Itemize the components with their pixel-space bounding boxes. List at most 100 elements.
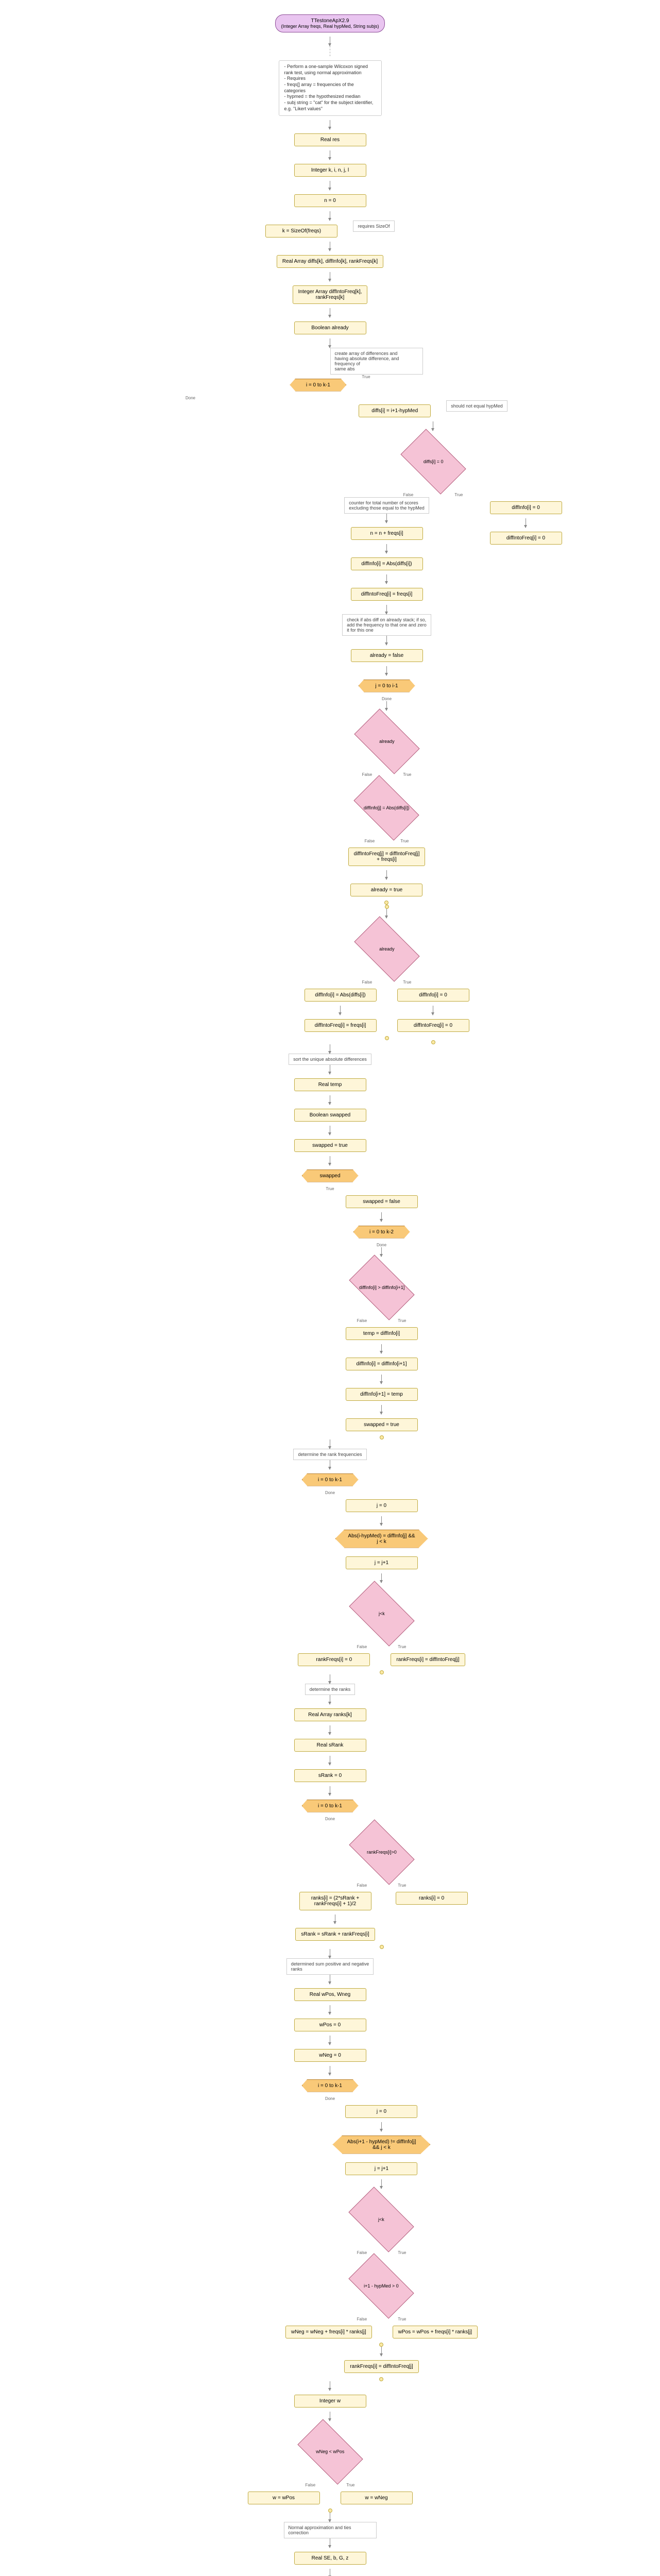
loop-6: i = 0 to k-1	[302, 2079, 359, 2092]
dec-rankfreq0: rankFreqs[i]>0	[349, 1819, 414, 1885]
while-swapped: swapped	[302, 1170, 359, 1182]
dec-abs-hyp: Abs(i-hypMed) = diffInfo[j] && j < k	[335, 1530, 428, 1548]
step-integer-w: Integer w	[294, 2395, 366, 2408]
loop-2: j = 0 to i-1	[359, 680, 415, 692]
step-srank-add: sRank = sRank + rankFreqs[i]	[295, 1928, 375, 1941]
note-rankfreq: determine the rank frequencies	[293, 1449, 366, 1460]
step-real-ranks: Real Array ranks[k]	[294, 1708, 366, 1721]
edge-true: True	[326, 1187, 334, 1191]
edge-false: False	[357, 1883, 367, 1888]
dec-wneg-wpos: wNeg < wPos	[297, 2419, 363, 2484]
step-temp: temp = diffInfo[i]	[346, 1327, 418, 1340]
step-real-srank: Real sRank	[294, 1739, 366, 1752]
edge-done: Done	[185, 396, 195, 400]
step-rankfreq-assign2: rankFreqs[i] = diffIntoFreq[j]	[344, 2360, 418, 2373]
start-title: TTestoneApX2.9	[281, 18, 379, 24]
step-boolean-already: Boolean already	[294, 321, 366, 334]
step-ranks0: ranks[i] = 0	[396, 1892, 468, 1905]
step-srank0: sRank = 0	[294, 1769, 366, 1782]
dec-abs2: Abs(i+1 - hypMed) != diffInfo[j] && j < …	[332, 2136, 430, 2154]
edge-true: True	[398, 1645, 406, 1649]
edge-true: True	[398, 2250, 406, 2255]
step-diffintofreq0: diffIntoFreq[i] = 0	[490, 532, 562, 545]
edge-true: True	[362, 375, 370, 379]
note-sort: sort the unique absolute differences	[289, 1054, 371, 1065]
loop-5: i = 0 to k-1	[302, 1800, 359, 1812]
edge-true: True	[346, 2483, 354, 2487]
edge-done: Done	[325, 1490, 335, 1495]
intro-row: - Perform a one-sample Wilcoxon signed r…	[279, 46, 382, 120]
note-stack: check if abs diff on already stack; if s…	[342, 614, 431, 636]
edge-false: False	[357, 2317, 367, 2321]
loop-4: i = 0 to k-1	[302, 1473, 359, 1486]
note-ranks: determine the ranks	[305, 1684, 356, 1695]
step-swapped-true2: swapped = true	[346, 1418, 418, 1431]
step-j-plus: j = j+1	[346, 1556, 418, 1569]
dec-jk2: j<k	[349, 2187, 414, 2252]
dec-already2: already	[354, 916, 419, 981]
step-declare-arrays: Real Array diffs[k], diffInfo[k], rankFr…	[277, 255, 383, 268]
step-diffinfo0: diffInfo[i] = 0	[397, 989, 469, 1002]
loop-1: i = 0 to k-1	[290, 379, 346, 392]
merge	[379, 2343, 383, 2347]
dec-hypmed: i+1 - hypMed > 0	[349, 2253, 414, 2318]
step-ranks-calc: ranks[i] = (2*sRank + rankFreqs[i] + 1)/…	[299, 1892, 371, 1910]
step-diffintofreq: diffIntoFreq[i] = freqs[i]	[351, 588, 423, 601]
merge	[385, 1036, 389, 1040]
step-diffintofreq-add: diffIntoFreq[j] = diffIntoFreq[j] + freq…	[348, 848, 426, 866]
dec-diffinfo-eq: diffInfo[j] = Abs(diffs[i])	[354, 775, 419, 840]
step-already-false: already = false	[351, 649, 423, 662]
merge	[431, 1040, 435, 1044]
step-real-temp: Real temp	[294, 1078, 366, 1091]
merge	[380, 1435, 384, 1439]
step-w-wpos: w = wPos	[248, 2492, 320, 2504]
note-normal: Normal approximation and ties correction	[284, 2522, 377, 2538]
step-wpos0: wPos = 0	[294, 2019, 366, 2031]
step-real-sec: Real SE, b, G, z	[294, 2552, 366, 2565]
merge	[380, 1945, 384, 1949]
step-j-plus2: j = j+1	[345, 2162, 417, 2175]
step-rankfreq-assign: rankFreqs[i] = diffIntoFreq[j]	[391, 1653, 465, 1666]
dec-jk: j<k	[349, 1581, 414, 1646]
note-sizeof: requires SizeOf	[353, 221, 394, 232]
step-swapped-true: swapped = true	[294, 1139, 366, 1152]
note-create: create array of differences and having a…	[330, 348, 423, 375]
merge	[328, 2509, 332, 2513]
step-n0: n = 0	[294, 194, 366, 207]
edge-false: False	[362, 772, 373, 777]
step-read-res: Real res	[294, 133, 366, 146]
start-subtitle: (Integer Array freqs, Real hypMed, Strin…	[281, 24, 379, 29]
dec-sort: diffInfo[i] > diffInfo[i+1]	[349, 1255, 414, 1320]
note-wpos: determined sum positive and negative ran…	[286, 1958, 374, 1975]
step-w-wneg: w = wNeg	[341, 2492, 413, 2504]
edge-true: True	[398, 2317, 406, 2321]
edge-false: False	[357, 2250, 367, 2255]
note-counter: counter for total number of scores exclu…	[344, 497, 429, 514]
step-j0-2: j = 0	[345, 2105, 417, 2118]
edge-done: Done	[325, 1817, 335, 1821]
loop-3: i = 0 to k-2	[353, 1226, 410, 1239]
step-ksize: k = SizeOf(freqs)	[265, 225, 337, 238]
step-diffintofreq0b: diffIntoFreq[i] = 0	[397, 1019, 469, 1032]
step-n-plus: n = n + freqs[i]	[351, 527, 423, 540]
edge-true: True	[398, 1318, 406, 1323]
merge	[380, 1670, 384, 1674]
step-diffs-assign: diffs[i] = i+1-hypMed	[359, 404, 431, 417]
step-already-true: already = true	[350, 884, 422, 896]
edge-true: True	[403, 772, 411, 777]
edge-false: False	[403, 493, 414, 497]
step-diffinto-abs2: diffInfo[i] = Abs(diffs[i])	[304, 989, 377, 1002]
step-intn: Integer k, i, n, j, l	[294, 164, 366, 177]
step-swapped-false: swapped = false	[346, 1195, 418, 1208]
merge	[379, 2377, 383, 2381]
edge-done: Done	[382, 697, 392, 701]
edge-true: True	[398, 1883, 406, 1888]
dec-already: already	[354, 708, 419, 774]
flowchart-root: TTestoneApX2.9 (Integer Array freqs, Rea…	[10, 10, 650, 2576]
edge-false: False	[357, 1318, 367, 1323]
step-swap1: diffInfo[i] = diffInfo[i+1]	[346, 1358, 418, 1370]
note-intro: - Perform a one-sample Wilcoxon signed r…	[279, 60, 382, 116]
edge-false: False	[365, 839, 375, 843]
edge-false: False	[362, 980, 373, 985]
step-wpos-add: wPos = wPos + freqs[i] * ranks[j]	[393, 2326, 478, 2338]
